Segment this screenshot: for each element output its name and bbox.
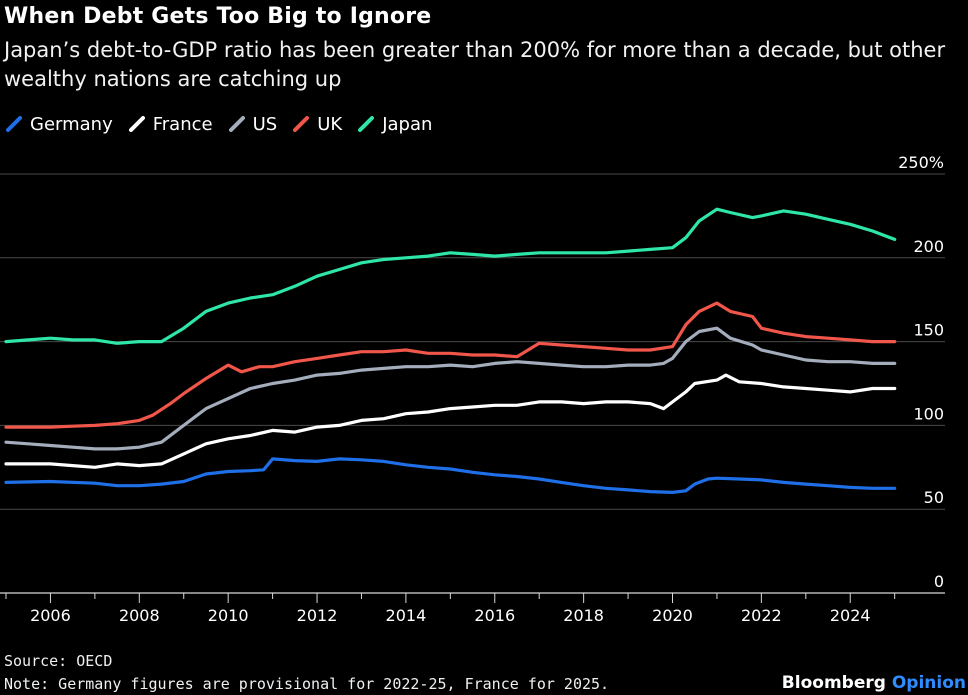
series-line-germany: [4, 457, 897, 494]
chart-subtitle: Japan’s debt-to-GDP ratio has been great…: [4, 38, 946, 91]
x-tick-label: 2024: [830, 606, 871, 625]
legend-swatch-icon: [293, 116, 310, 132]
footnote: Note: Germany figures are provisional fo…: [4, 675, 610, 693]
series-line-france: [4, 373, 897, 469]
line-chart: 2006 2008 2010 2012 2014 2016 2018 2020 2022 2024…: [0, 153, 945, 625]
legend-item-japan: Japan: [358, 114, 432, 135]
x-tick-label: 2018: [563, 606, 604, 625]
x-tick-label: 2012: [297, 606, 338, 625]
brand-accent: Opinion: [891, 673, 966, 693]
x-tick-label: 2022: [741, 606, 782, 625]
legend-swatch-icon: [358, 116, 375, 132]
brand-main: Bloomberg: [781, 673, 886, 693]
y-tick-label: 250%: [898, 153, 944, 172]
legend-label: UK: [317, 113, 343, 135]
legend-label: US: [252, 113, 278, 135]
series-line-japan: [4, 207, 897, 345]
x-tick-label: 2008: [119, 606, 160, 625]
series-line-uk: [4, 301, 897, 429]
y-tick-label: 0: [934, 572, 944, 591]
legend-label: Germany: [30, 113, 113, 135]
x-tick-label: 2010: [208, 606, 249, 625]
series-lines: [4, 207, 897, 494]
legend-label: France: [152, 113, 213, 135]
series-line-us: [4, 326, 897, 451]
y-tick-label: 50: [924, 488, 944, 507]
x-tick-label: 2006: [30, 606, 71, 625]
x-tick-label: 2020: [652, 606, 693, 625]
y-axis-labels: 0 50 100 150 200 250%: [898, 153, 944, 591]
x-axis: 2006 2008 2010 2012 2014 2016 2018 2020 2022 2024: [0, 592, 945, 625]
legend-swatch-icon: [128, 116, 145, 132]
legend-swatch-icon: [6, 116, 22, 132]
legend-item-us: US: [228, 113, 278, 135]
y-tick-label: 150: [913, 321, 944, 340]
brand-logo: Bloomberg Opinion: [782, 673, 966, 693]
x-tick-label: 2016: [474, 606, 515, 625]
legend-label: Japan: [382, 113, 433, 135]
legend-item-uk: UK: [293, 114, 342, 135]
x-tick-label: 2014: [386, 606, 427, 625]
legend-item-france: France: [128, 113, 213, 135]
y-tick-label: 200: [913, 237, 944, 256]
legend-swatch-icon: [228, 116, 245, 132]
y-tick-label: 100: [913, 404, 944, 423]
source-note: Source: OECD: [4, 652, 113, 670]
chart-legend: Germany France US UK Japan: [6, 112, 432, 136]
legend-item-germany: Germany: [6, 114, 113, 135]
chart-title: When Debt Gets Too Big to Ignore: [4, 4, 432, 29]
